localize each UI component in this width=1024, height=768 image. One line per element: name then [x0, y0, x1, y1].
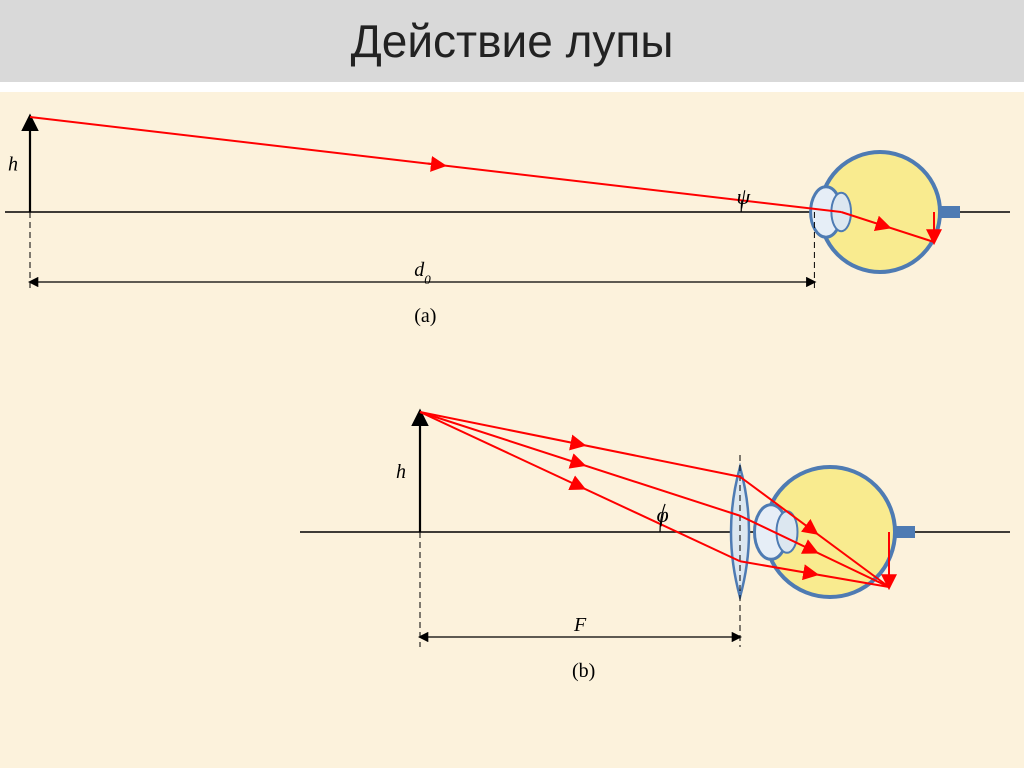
- svg-text:(a): (a): [414, 305, 436, 327]
- page-title: Действие лупы: [0, 14, 1024, 68]
- svg-text:F: F: [573, 614, 587, 636]
- svg-text:(b): (b): [572, 660, 595, 682]
- svg-text:ψ: ψ: [737, 184, 751, 209]
- svg-text:φ: φ: [657, 502, 669, 527]
- optics-diagram-svg: ψhd0(a)φhF(b): [0, 92, 1024, 768]
- svg-text:h: h: [396, 461, 406, 483]
- title-bar: Действие лупы: [0, 0, 1024, 82]
- svg-text:h: h: [8, 154, 18, 176]
- diagram-area: ψhd0(a)φhF(b): [0, 92, 1024, 768]
